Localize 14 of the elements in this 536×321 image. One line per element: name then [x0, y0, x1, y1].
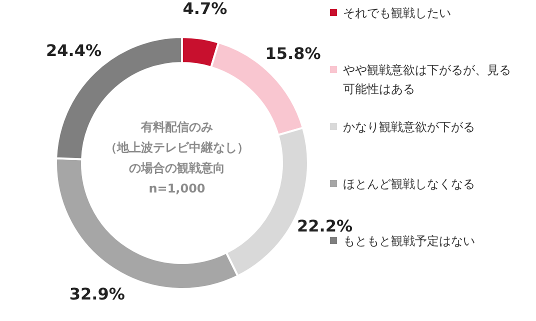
data-label: 32.9%: [69, 284, 125, 304]
text: の場合の観戦意向: [129, 161, 225, 175]
data-label: 22.2%: [297, 216, 353, 236]
data-label: 4.7%: [182, 0, 228, 18]
text: n=1,000: [148, 182, 206, 196]
legend-label: かなり観戦意欲が下がる: [343, 119, 476, 136]
data-label: 15.8%: [265, 44, 321, 63]
legend-label: やや観戦意欲は下がるが、見る可能性はある: [343, 62, 512, 98]
legend-label: もともと観戦予定はない: [343, 233, 476, 250]
text: （地上波テレビ中継なし）: [105, 140, 249, 154]
text: 有料配信のみ: [140, 120, 213, 134]
legend-label: ほとんど観戦しなくなる: [343, 176, 476, 193]
data-label: 24.4%: [46, 41, 102, 60]
legend-label: それでも観戦したい: [343, 5, 452, 22]
